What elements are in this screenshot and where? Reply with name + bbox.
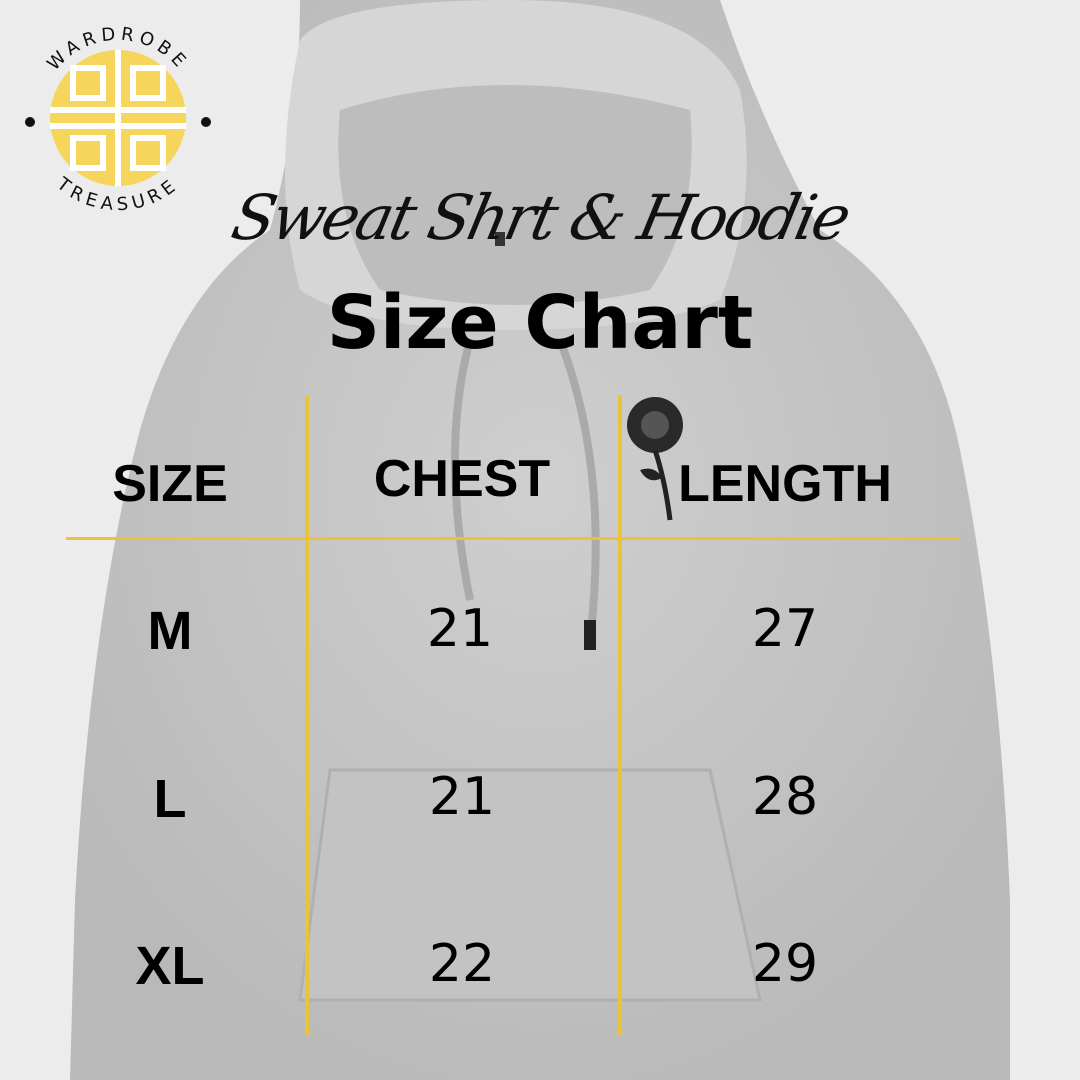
row-size: M	[147, 601, 193, 661]
header-length: LENGTH	[678, 455, 892, 513]
column-divider	[618, 395, 622, 1035]
header-size: SIZE	[112, 455, 228, 513]
row-chest: 21	[426, 599, 494, 659]
row-length: 28	[751, 767, 819, 827]
page-title: Size Chart	[326, 280, 754, 366]
row-length: 27	[751, 599, 819, 659]
script-title: Sweat Shrt & Hoodie	[225, 181, 855, 254]
row-size: L	[153, 769, 187, 829]
column-divider	[305, 395, 309, 1035]
header-divider	[66, 537, 959, 540]
row-length: 29	[751, 934, 819, 994]
row-chest: 21	[428, 767, 496, 827]
rose-graphic	[627, 397, 683, 521]
row-size: XL	[135, 936, 205, 996]
header-chest: CHEST	[373, 450, 551, 508]
row-chest: 22	[428, 934, 496, 994]
wardrobe-treasure-logo: WARDROBE TREASURE	[25, 24, 211, 215]
